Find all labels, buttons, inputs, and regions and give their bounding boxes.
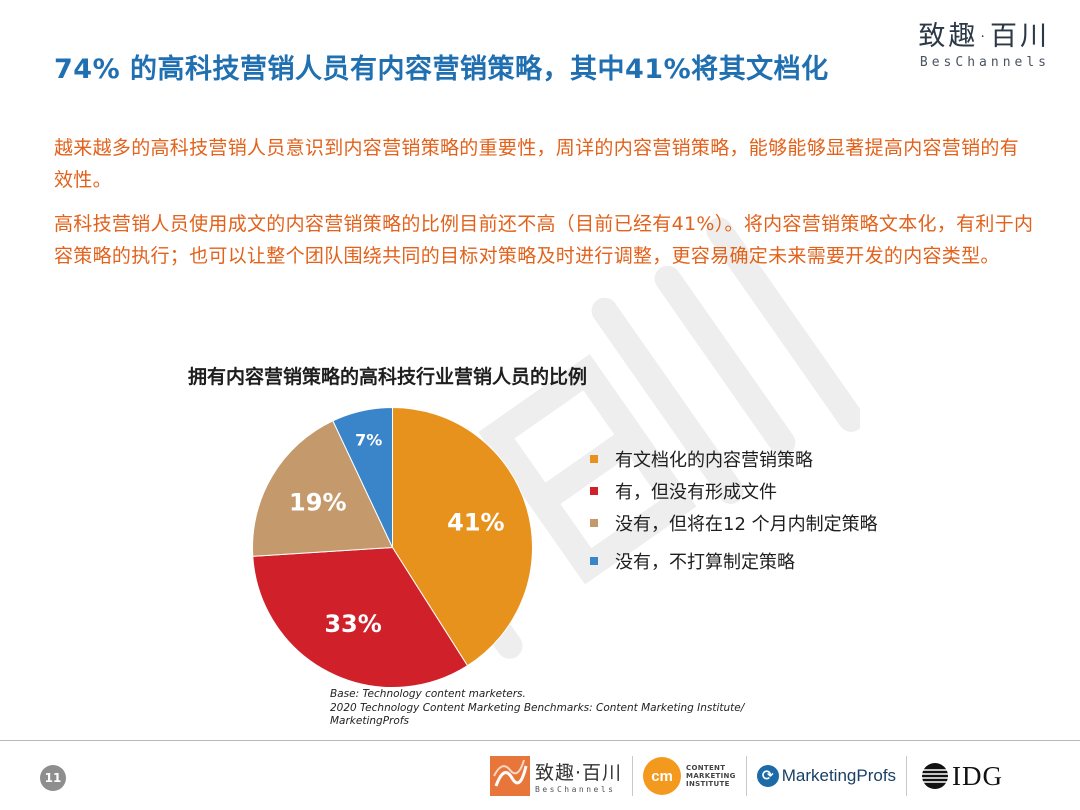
logo-divider: [632, 756, 634, 796]
chart-legend: 有文档化的内容营销策略 有，但没有形成文件没有，但将在12 个月内制定策略 没有，不…: [590, 443, 878, 577]
cmi-badge-icon: cm: [643, 757, 682, 795]
brand-logo-top: 致趣·百川 BesChannels: [918, 14, 1050, 70]
legend-item: 有，但没有形成文件: [590, 475, 878, 507]
pie-slice: [252, 546, 469, 688]
chart-source-note: Base: Technology content marketers. 2020…: [330, 688, 744, 729]
footer-bes-en: BesChannels: [535, 785, 616, 794]
logo-divider: [745, 756, 747, 796]
idg-text: IDG: [952, 760, 1004, 791]
legend-item: 有文档化的内容营销策略: [590, 443, 878, 475]
legend-swatch: [590, 455, 598, 463]
pie-slice: [332, 406, 393, 548]
footer-bes-cn: 致趣·百川: [535, 762, 623, 784]
legend-label: 没有，不打算制定策略: [615, 552, 795, 573]
cmi-line-1: CONTENT: [686, 764, 726, 772]
legend-label: 有，但没有形成文件: [615, 482, 777, 503]
intro-paragraph-1: 越来越多的高科技营销人员意识到内容营销策略的重要性，周详的内容营销策略，能够能够…: [54, 137, 1020, 191]
source-line-3: MarketingProfs: [330, 715, 409, 727]
beschannels-logo: 致趣·百川 BesChannels: [490, 756, 622, 796]
intro-paragraph-2: 高科技营销人员使用成文的内容营销策略的比例目前还不高（目前已经有41%）。将内容…: [54, 213, 1034, 267]
page-number: 11: [40, 765, 66, 791]
pie-slice-label: 19%: [289, 488, 346, 516]
pie-slice: [392, 406, 533, 667]
legend-swatch: [590, 557, 598, 565]
pie-slice-label: 33%: [324, 610, 381, 638]
idg-globe-icon: [922, 763, 949, 789]
marketingprofs-mark-icon: ⟳: [756, 765, 779, 787]
chart-title: 拥有内容营销策略的高科技行业营销人员的比例: [188, 366, 588, 388]
footer-divider: [0, 740, 1080, 741]
cmi-line-2: MARKETING: [686, 772, 736, 780]
legend-swatch: [590, 487, 598, 495]
cmi-logo: cm CONTENT MARKETING INSTITUTE: [643, 757, 736, 795]
legend-item: 没有，不打算制定策略: [590, 545, 878, 577]
legend-item: 没有，但将在12 个月内制定策略: [590, 507, 878, 539]
pie-slice-label: 7%: [355, 430, 382, 449]
source-line-1: Base: Technology content marketers.: [330, 688, 526, 700]
marketingprofs-logo: ⟳ MarketingProfs: [756, 765, 897, 787]
page-title: 74% 的高科技营销人员有内容营销策略，其中41%将其文档化: [54, 54, 829, 85]
idg-logo: IDG: [921, 761, 1003, 792]
pie-slice-label: 41%: [447, 508, 504, 536]
logo-divider: [906, 756, 908, 796]
footer-logos: 致趣·百川 BesChannels cm CONTENT MARKETING I…: [490, 752, 1003, 800]
pie-chart: 41% 33% 19% 7%: [252, 406, 533, 688]
legend-swatch: [590, 519, 598, 527]
legend-label: 有文档化的内容营销策略: [615, 450, 813, 471]
brand-name-cn: 致趣·百川: [918, 21, 1050, 52]
cmi-line-3: INSTITUTE: [686, 780, 730, 788]
marketingprofs-text: MarketingProfs: [781, 766, 897, 785]
beschannels-mark-icon: [490, 756, 530, 796]
brand-name-en: BesChannels: [919, 55, 1050, 70]
source-line-2: 2020 Technology Content Marketing Benchm…: [330, 701, 745, 714]
pie-slice: [252, 420, 394, 557]
legend-label: 没有，但将在12 个月内制定策略: [615, 514, 878, 535]
